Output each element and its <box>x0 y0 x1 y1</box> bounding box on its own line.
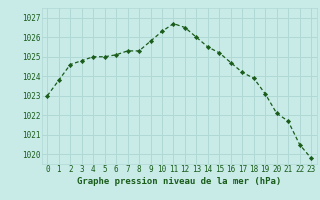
X-axis label: Graphe pression niveau de la mer (hPa): Graphe pression niveau de la mer (hPa) <box>77 177 281 186</box>
